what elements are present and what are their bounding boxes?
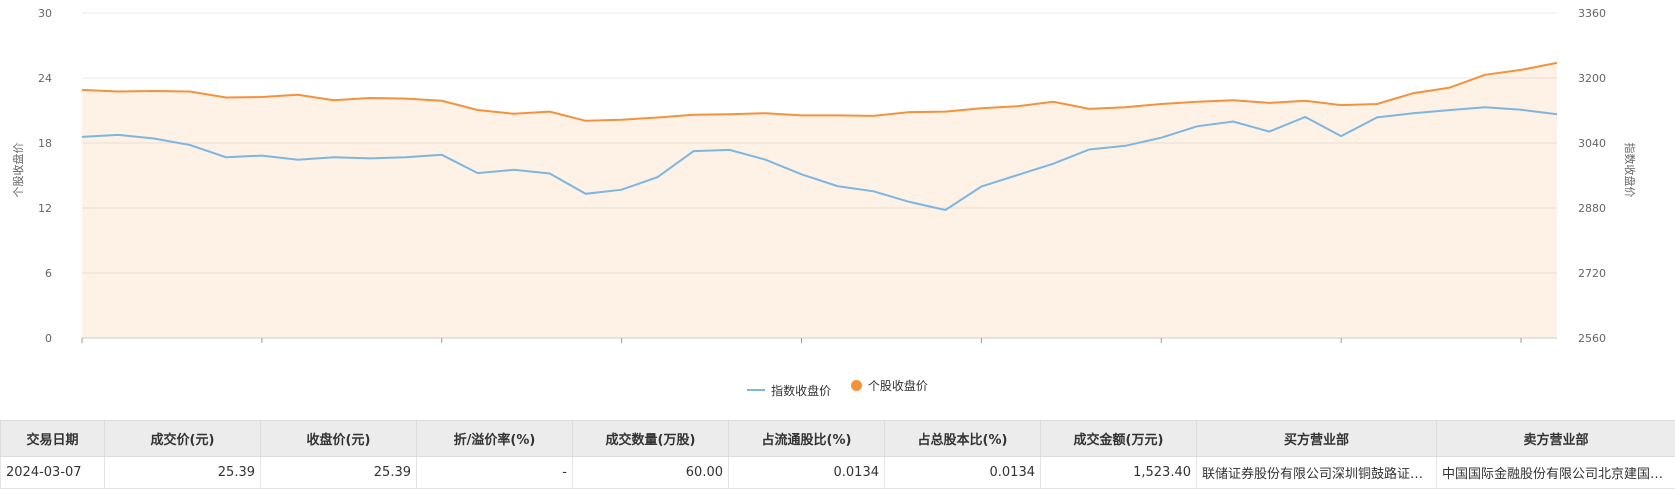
right-axis-label: 指数收盘价: [1623, 143, 1637, 198]
header-volume[interactable]: 成交数量(万股): [573, 421, 729, 457]
header-premium[interactable]: 折/溢价率(%): [417, 421, 573, 457]
x-axis-ticks: 2024-01-022024-01-092024-01-162024-01-23…: [50, 338, 1553, 345]
header-seller[interactable]: 卖方营业部: [1437, 421, 1675, 457]
legend-label-index: 指数收盘价: [771, 382, 831, 399]
right-axis-ticks: 2560 2720 2880 3040 3200 3360: [1578, 7, 1606, 345]
right-tick-label: 3200: [1578, 72, 1606, 85]
header-amount[interactable]: 成交金额(万元): [1041, 421, 1197, 457]
header-trade-date[interactable]: 交易日期: [1, 421, 105, 457]
header-float-ratio[interactable]: 占流通股比(%): [729, 421, 885, 457]
legend-dot-icon: [851, 380, 862, 391]
chart-legend: 指数收盘价 个股收盘价: [0, 377, 1675, 399]
table-header-row: 交易日期 成交价(元) 收盘价(元) 折/溢价率(%) 成交数量(万股) 占流通…: [1, 421, 1675, 457]
legend-item-index[interactable]: 指数收盘价: [747, 382, 831, 399]
left-axis-label: 个股收盘价: [11, 143, 25, 198]
right-tick-label: 2880: [1578, 202, 1606, 215]
left-tick-label: 18: [38, 137, 52, 150]
left-tick-label: 6: [45, 267, 52, 280]
legend-line-icon: [747, 389, 765, 391]
legend-label-stock: 个股收盘价: [868, 377, 928, 394]
left-tick-label: 0: [45, 332, 52, 345]
header-total-ratio[interactable]: 占总股本比(%): [885, 421, 1041, 457]
block-trade-table: 交易日期 成交价(元) 收盘价(元) 折/溢价率(%) 成交数量(万股) 占流通…: [0, 420, 1675, 489]
left-tick-label: 24: [38, 72, 52, 85]
left-tick-label: 12: [38, 202, 52, 215]
header-trade-price[interactable]: 成交价(元): [105, 421, 261, 457]
right-tick-label: 2720: [1578, 267, 1606, 280]
right-tick-label: 3040: [1578, 137, 1606, 150]
left-tick-label: 30: [38, 7, 52, 20]
right-tick-label: 3360: [1578, 7, 1606, 20]
left-axis-ticks: 0 6 12 18 24 30: [38, 7, 52, 345]
right-tick-label: 2560: [1578, 332, 1606, 345]
header-close-price[interactable]: 收盘价(元): [261, 421, 417, 457]
header-buyer[interactable]: 买方营业部: [1197, 421, 1437, 457]
legend-item-stock[interactable]: 个股收盘价: [851, 377, 928, 394]
price-chart: 0 6 12 18 24 30 2560 2720 2880 3040 3200 3360 2024…: [0, 0, 1675, 345]
